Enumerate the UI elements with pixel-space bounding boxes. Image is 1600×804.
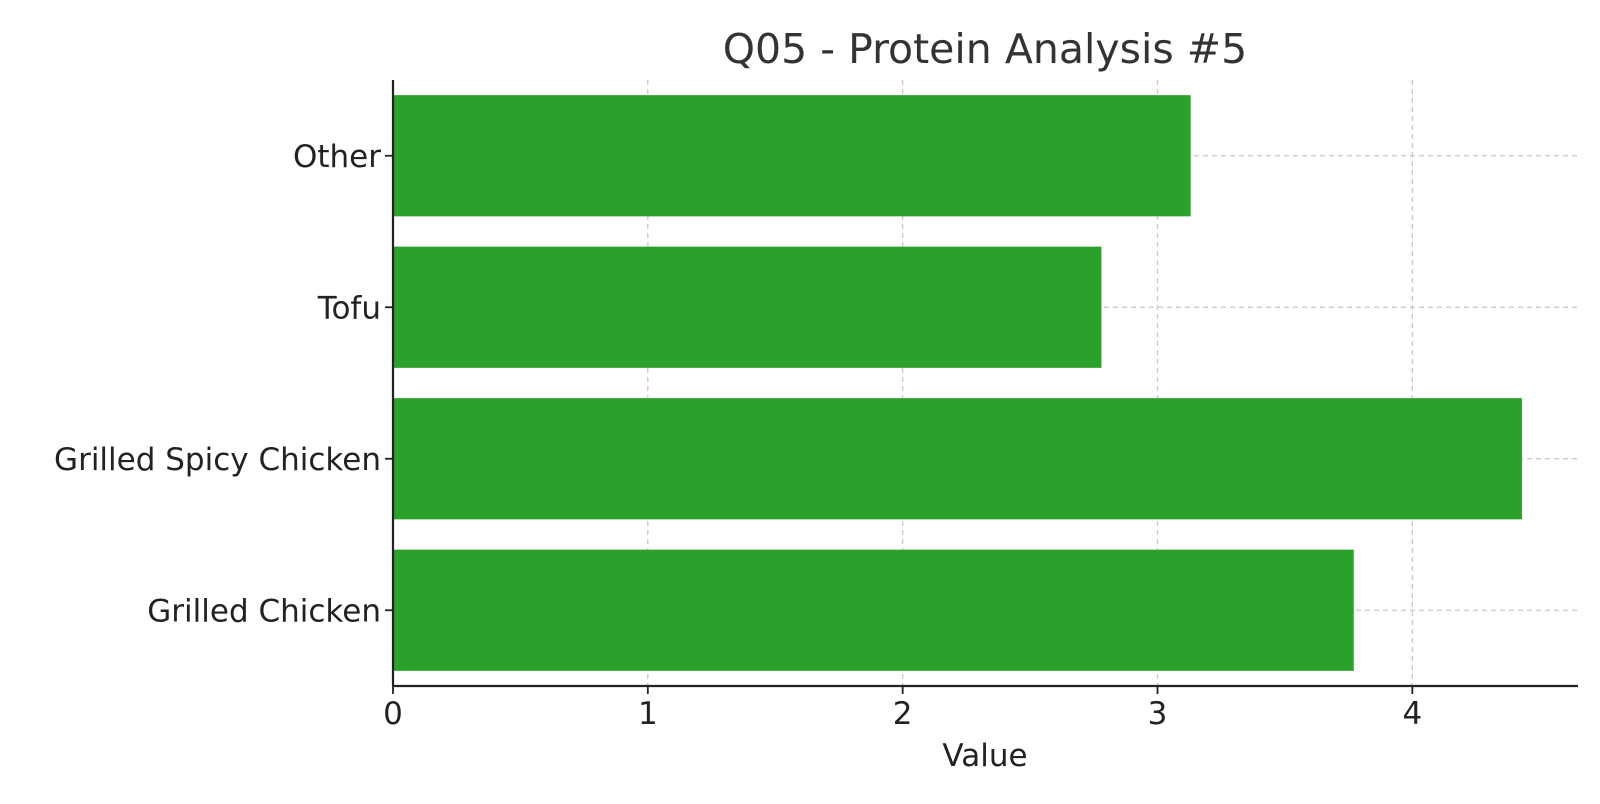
label-layer: Q05 - Protein Analysis #5 Value xyxy=(723,25,1247,774)
y-tick-label: Grilled Chicken xyxy=(147,593,381,629)
x-tick-label: 4 xyxy=(1402,696,1422,732)
bar-layer xyxy=(393,95,1522,671)
bar xyxy=(393,246,1102,368)
x-tick-label: 3 xyxy=(1148,696,1168,732)
bar xyxy=(393,95,1191,217)
chart-title: Q05 - Protein Analysis #5 xyxy=(723,25,1247,73)
x-axis-label: Value xyxy=(942,738,1027,774)
x-tick-label: 1 xyxy=(638,696,658,732)
axis-layer: 0 1 2 3 4 Grilled Chicken Grilled Spicy Chicke… xyxy=(54,80,1578,732)
y-tick-label: Grilled Spicy Chicken xyxy=(54,442,381,478)
x-tick-label: 2 xyxy=(893,696,913,732)
bar xyxy=(393,549,1354,671)
y-tick-label: Other xyxy=(293,139,381,175)
bar xyxy=(393,398,1522,520)
y-tick-label: Tofu xyxy=(317,290,381,326)
x-tick-label: 0 xyxy=(383,696,403,732)
